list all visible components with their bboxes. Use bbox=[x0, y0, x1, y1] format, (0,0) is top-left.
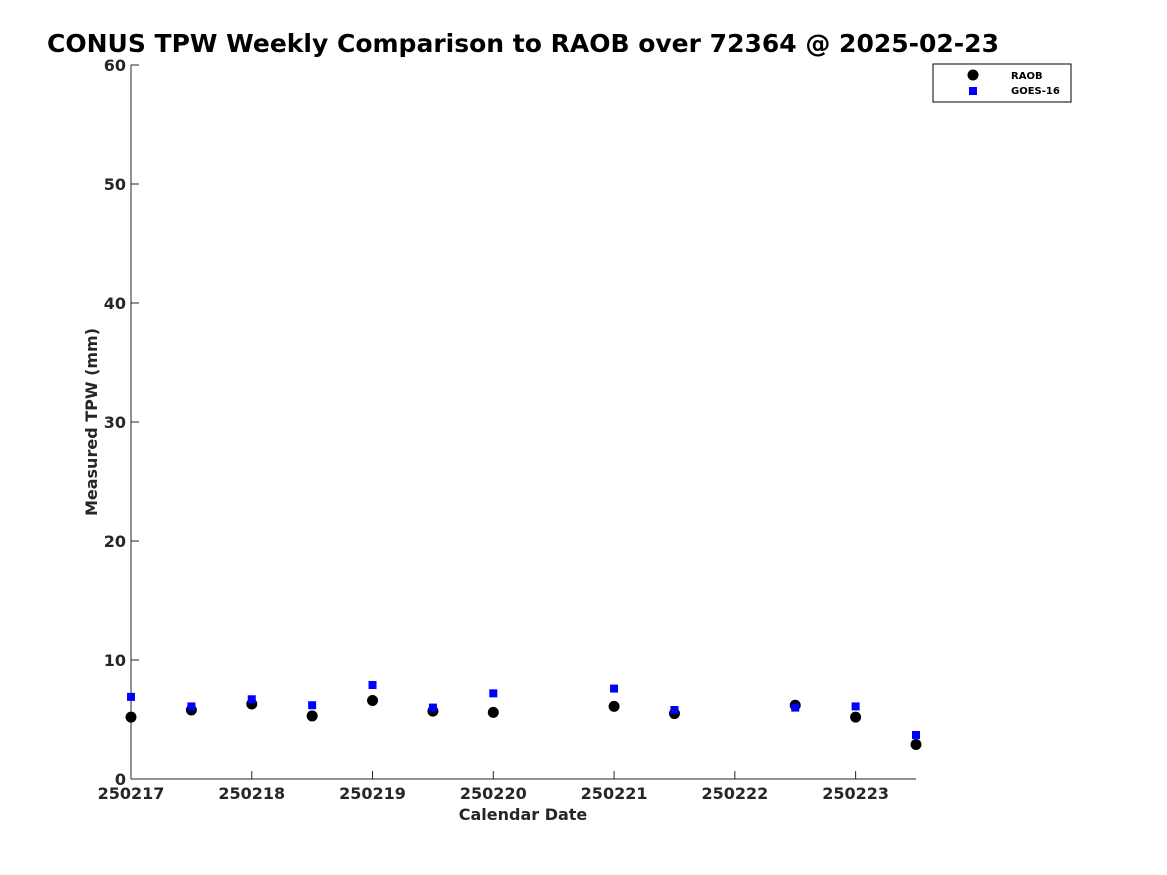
goes-16-point bbox=[791, 703, 800, 712]
goes-16-point bbox=[851, 702, 860, 711]
goes-16-point bbox=[187, 702, 196, 711]
x-axis-ticks: 250217 250218 250219 250220 250221 250222 2502… bbox=[98, 771, 889, 803]
legend: RAOB GOES-16 bbox=[932, 63, 1072, 103]
y-tick-label: 30 bbox=[104, 413, 126, 432]
goes-16-point bbox=[912, 730, 920, 739]
goes-16-point bbox=[247, 695, 256, 704]
legend-goes-marker bbox=[969, 87, 977, 95]
raob-point bbox=[487, 706, 499, 718]
y-tick-label: 60 bbox=[104, 56, 126, 75]
chart-title: CONUS TPW Weekly Comparison to RAOB over… bbox=[47, 29, 999, 58]
y-tick-label: 10 bbox=[104, 651, 126, 670]
x-tick-label: 250217 bbox=[98, 784, 165, 803]
x-tick-label: 250223 bbox=[822, 784, 889, 803]
goes-16-point bbox=[127, 692, 135, 701]
raob-point bbox=[608, 700, 620, 712]
raob-point bbox=[125, 711, 137, 723]
x-tick-label: 250220 bbox=[460, 784, 527, 803]
raob-point bbox=[367, 694, 379, 706]
y-tick-label: 0 bbox=[115, 770, 126, 789]
y-tick-label: 40 bbox=[104, 294, 126, 313]
goes-16-point bbox=[428, 703, 437, 712]
goes-16-point bbox=[489, 689, 498, 698]
x-tick-label: 250218 bbox=[218, 784, 285, 803]
data-markers bbox=[125, 680, 922, 750]
raob-point bbox=[910, 738, 922, 750]
legend-raob-label: RAOB bbox=[1011, 71, 1043, 82]
goes-16-point bbox=[368, 680, 377, 689]
goes-16-point bbox=[308, 701, 317, 710]
x-tick-label: 250219 bbox=[339, 784, 406, 803]
legend-goes-label: GOES-16 bbox=[1011, 86, 1060, 97]
raob-point bbox=[306, 710, 318, 722]
y-axis-label: Measured TPW (mm) bbox=[82, 328, 101, 516]
goes-16-point bbox=[610, 684, 619, 693]
raob-point bbox=[850, 711, 862, 723]
x-axis-label: Calendar Date bbox=[459, 805, 588, 824]
y-tick-label: 20 bbox=[104, 532, 126, 551]
x-tick-label: 250222 bbox=[701, 784, 768, 803]
plot-area bbox=[130, 65, 916, 780]
legend-raob-marker bbox=[967, 69, 979, 81]
x-tick-label: 250221 bbox=[581, 784, 648, 803]
y-tick-label: 50 bbox=[104, 175, 126, 194]
goes-16-point bbox=[670, 705, 679, 714]
legend-box bbox=[932, 63, 1072, 103]
y-axis-ticks: 0 10 20 30 40 50 60 bbox=[104, 56, 139, 789]
